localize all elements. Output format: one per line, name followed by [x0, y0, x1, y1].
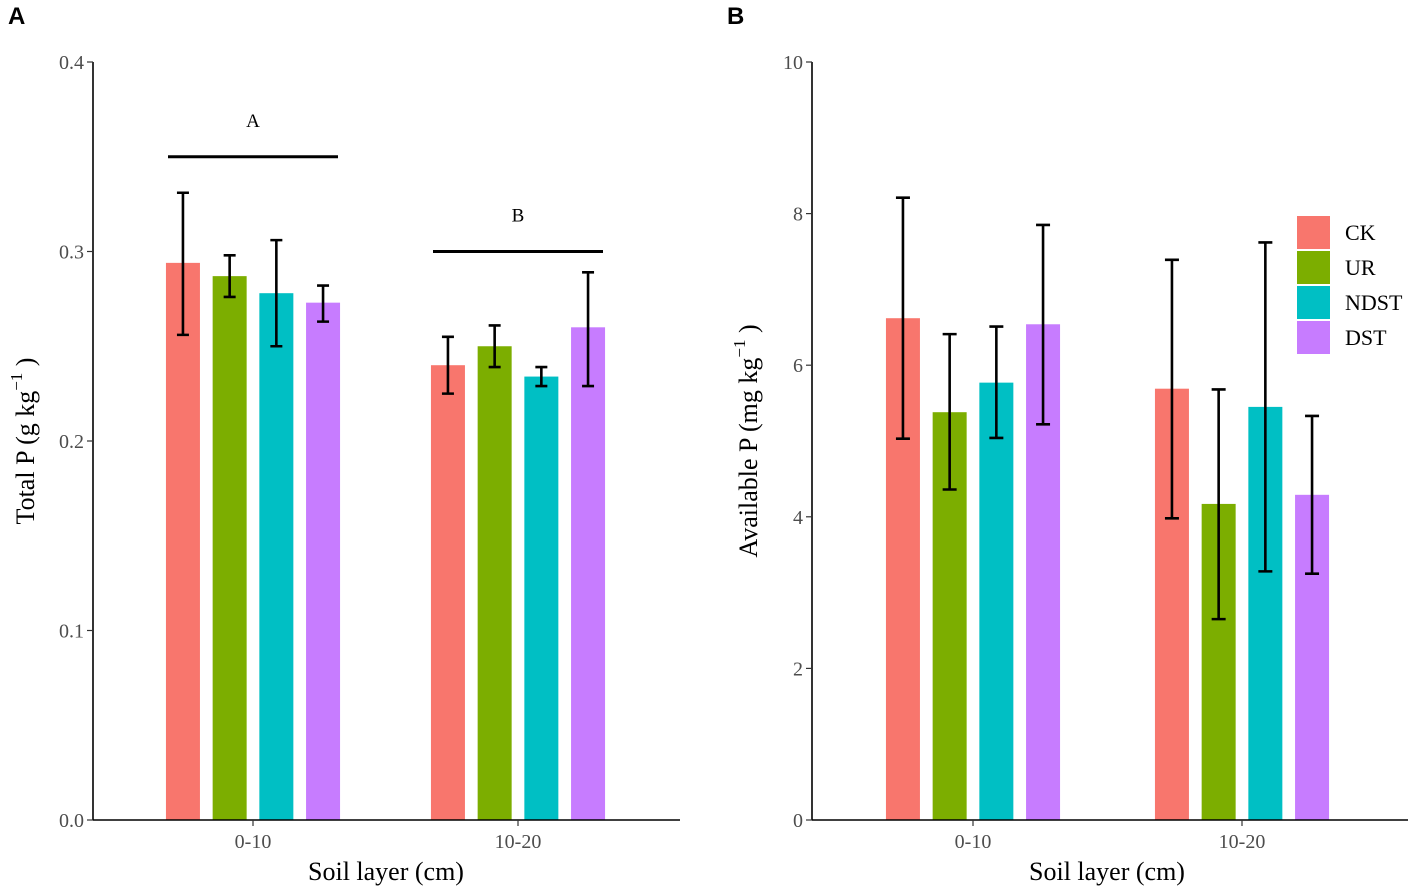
panel-a-y-tick-label: 0.0	[59, 810, 84, 832]
panel-b-bars	[885, 318, 1330, 820]
panel-b-x-tick-label: 0-10	[955, 831, 992, 853]
panel-a-bar-ndst-0-10	[259, 293, 294, 820]
legend: CK UR NDST DST	[1297, 216, 1403, 354]
panel-b-y-tick-label: 10	[783, 52, 803, 74]
panel-a-y-tick-label: 0.1	[59, 621, 84, 643]
panel-a-bar-dst-0-10	[306, 302, 341, 820]
panel-b-error-bar-ndst-0-10	[989, 325, 1004, 440]
panel-b-error-bar-ndst-10-20	[1258, 241, 1273, 573]
panel-b-letter: B	[727, 3, 744, 30]
panel-a-bar-dst-10-20	[571, 327, 606, 820]
panel-a-y-title-close: )	[11, 358, 40, 373]
panel-a-y-tick-label: 0.3	[59, 242, 84, 264]
panel-b-x-ticks: 0-10 10-20	[955, 820, 1266, 853]
panel-a-bar-ur-10-20	[477, 346, 512, 820]
panel-a-error-bar-ur-10-20	[488, 324, 501, 369]
panel-b-x-axis-title: Soil layer (cm)	[1029, 857, 1185, 886]
panel-b-y-ticks: 0 2 4 6 8 10	[783, 52, 812, 832]
panel-a-x-axis-title: Soil layer (cm)	[308, 857, 464, 886]
panel-a-error-bars	[176, 191, 595, 395]
panel-a-y-axis-title: Total P (g kg−1 )	[7, 358, 40, 525]
panel-b-error-bar-ur-10-20	[1211, 388, 1226, 621]
panel-a-y-tick-label: 0.2	[59, 431, 84, 453]
panel-b-y-tick-label: 8	[793, 204, 803, 226]
panel-b-error-bar-ck-10-20	[1164, 258, 1179, 520]
panel-a-x-ticks: 0-10 10-20	[235, 820, 542, 853]
panel-a-bar-ur-0-10	[212, 276, 247, 820]
panel-b-error-bar-dst-0-10	[1036, 223, 1051, 426]
panel-a-letter: A	[8, 3, 25, 30]
legend-key-ndst	[1297, 286, 1330, 319]
legend-label-dst: DST	[1345, 325, 1387, 350]
panel-a-error-bar-ck-10-20	[441, 335, 454, 395]
panel-b-x-tick-label: 10-20	[1219, 831, 1266, 853]
legend-key-dst	[1297, 321, 1330, 354]
panel-a-bars	[165, 262, 606, 820]
legend-label-ur: UR	[1345, 255, 1376, 280]
panel-b-y-axis-title: Available P (mg kg−1 )	[730, 324, 763, 557]
legend-label-ck: CK	[1345, 220, 1376, 245]
panel-a-y-title-main: Total P (g kg	[11, 391, 40, 525]
panel-a-x-tick-label: 0-10	[235, 831, 272, 853]
panel-a-error-bar-ndst-0-10	[270, 238, 283, 348]
panel-b-y-tick-label: 2	[793, 658, 803, 680]
panel-b-error-bar-ck-0-10	[895, 196, 910, 441]
panel-b-y-tick-label: 6	[793, 355, 803, 377]
panel-b-y-tick-label: 4	[793, 507, 803, 529]
panel-b-available-p: B 0 2 4 6 8 10 0-10 10-20 Soil layer (cm) Avai…	[727, 3, 1408, 886]
panel-a-error-bar-ur-0-10	[223, 253, 236, 299]
panel-b-y-tick-label: 0	[793, 810, 803, 832]
panel-b-y-title-sup: −1	[730, 340, 749, 358]
panel-b-error-bar-dst-10-20	[1305, 414, 1320, 575]
panel-a-error-bar-ck-0-10	[176, 191, 189, 337]
panel-b-error-bar-ur-0-10	[942, 332, 957, 491]
panel-a-significance: AB	[168, 111, 603, 253]
panel-a-bar-ndst-10-20	[524, 376, 559, 820]
panel-a-y-tick-label: 0.4	[59, 52, 84, 74]
panel-b-y-title-close: )	[734, 324, 763, 339]
panel-a-significance-label: A	[246, 111, 260, 132]
legend-label-ndst: NDST	[1345, 290, 1403, 315]
legend-key-ck	[1297, 216, 1330, 249]
panel-a-total-p: A AB 0.00.10.20.30.4 0-10 10-20 Soil laye…	[7, 3, 680, 886]
panel-b-bar-ndst-0-10	[979, 382, 1014, 820]
panel-b-y-title-main: Available P (mg kg	[734, 358, 763, 558]
panel-a-error-bar-ndst-10-20	[535, 365, 548, 388]
panel-a-y-ticks: 0.0 0.1 0.2 0.3 0.4	[59, 52, 93, 832]
panel-a-bar-ck-10-20	[430, 365, 465, 820]
panel-a-error-bar-dst-0-10	[317, 284, 330, 323]
legend-key-ur	[1297, 251, 1330, 284]
panel-a-x-tick-label: 10-20	[495, 831, 542, 853]
panel-a-bar-ck-0-10	[165, 262, 200, 820]
panel-a-error-bar-dst-10-20	[582, 271, 595, 388]
panel-a-significance-label: B	[512, 206, 525, 227]
panel-a-y-title-sup: −1	[7, 373, 26, 391]
panel-b-error-bars	[895, 196, 1320, 621]
